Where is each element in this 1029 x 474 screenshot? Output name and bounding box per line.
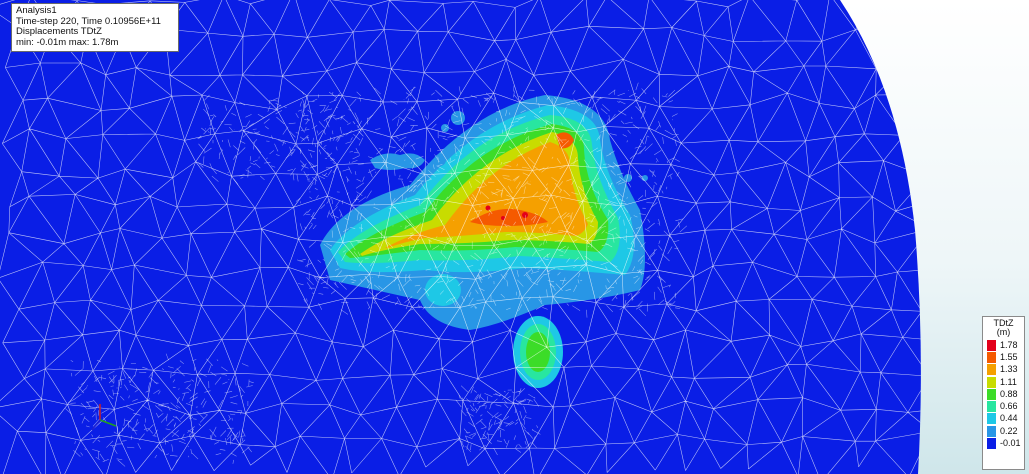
mesh-edges (0, 0, 921, 474)
legend-title: TDtZ (993, 318, 1014, 328)
legend-swatch (987, 401, 996, 413)
legend-entry: -0.01 (983, 437, 1024, 450)
color-legend: TDtZ (m) 1.78 1.55 1.33 1.11 0.88 0.66 0.44 0.2… (982, 316, 1025, 470)
mesh-refinement (455, 385, 541, 456)
legend-swatch (987, 376, 996, 388)
legend-swatch (987, 425, 996, 437)
legend-swatch (987, 438, 996, 450)
legend-label: 1.11 (1000, 376, 1017, 387)
legend-entry: 0.66 (983, 400, 1024, 413)
legend-label: 0.22 (1000, 425, 1018, 436)
legend-unit: (m) (996, 327, 1011, 337)
legend-entry: 1.55 (983, 351, 1024, 363)
legend-entry: 1.78 (983, 339, 1024, 351)
analysis-name: Analysis1 (16, 5, 57, 16)
legend-swatch (987, 351, 996, 363)
mesh-grid (0, 0, 921, 474)
time-step-label: Time-step 220, Time 0.10956E+11 (16, 15, 161, 27)
legend-entries: 1.78 1.55 1.33 1.11 0.88 0.66 0.44 0.22 -0.01 (983, 339, 1024, 450)
analysis-info-box: Analysis1 Time-step 220, Time 0.10956E+1… (11, 3, 179, 52)
legend-swatch (987, 388, 996, 400)
legend-swatch (987, 339, 996, 351)
legend-label: 0.66 (1000, 401, 1018, 412)
legend-label: -0.01 (1000, 438, 1021, 449)
legend-label: 0.88 (1000, 388, 1018, 399)
axis-triad-icon (91, 404, 117, 431)
mesh-refinement (197, 93, 364, 185)
result-quantity-label: Displacements TDtZ (16, 26, 102, 37)
legend-label: 1.33 (1000, 364, 1018, 375)
legend-entry: 0.88 (983, 388, 1024, 400)
legend-entry: 0.22 (983, 425, 1024, 437)
legend-label: 1.78 (1000, 339, 1018, 350)
legend-label: 1.55 (1000, 351, 1018, 362)
legend-swatch (987, 364, 996, 376)
contour-peak (522, 212, 528, 218)
min-max-label: min: -0.01m max: 1.78m (16, 36, 119, 48)
displacement-contours (320, 95, 648, 388)
legend-entry: 0.44 (983, 413, 1024, 425)
legend-label: 0.44 (1000, 413, 1018, 424)
mesh-refinement (65, 353, 254, 467)
legend-swatch (987, 413, 996, 425)
legend-entry: 1.11 (983, 376, 1024, 388)
legend-entry: 1.33 (983, 364, 1024, 376)
mesh-refinement (295, 82, 687, 318)
